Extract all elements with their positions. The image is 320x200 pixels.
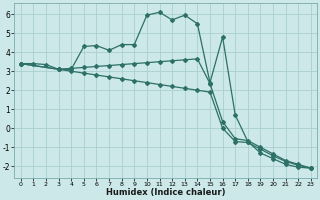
- X-axis label: Humidex (Indice chaleur): Humidex (Indice chaleur): [106, 188, 226, 197]
